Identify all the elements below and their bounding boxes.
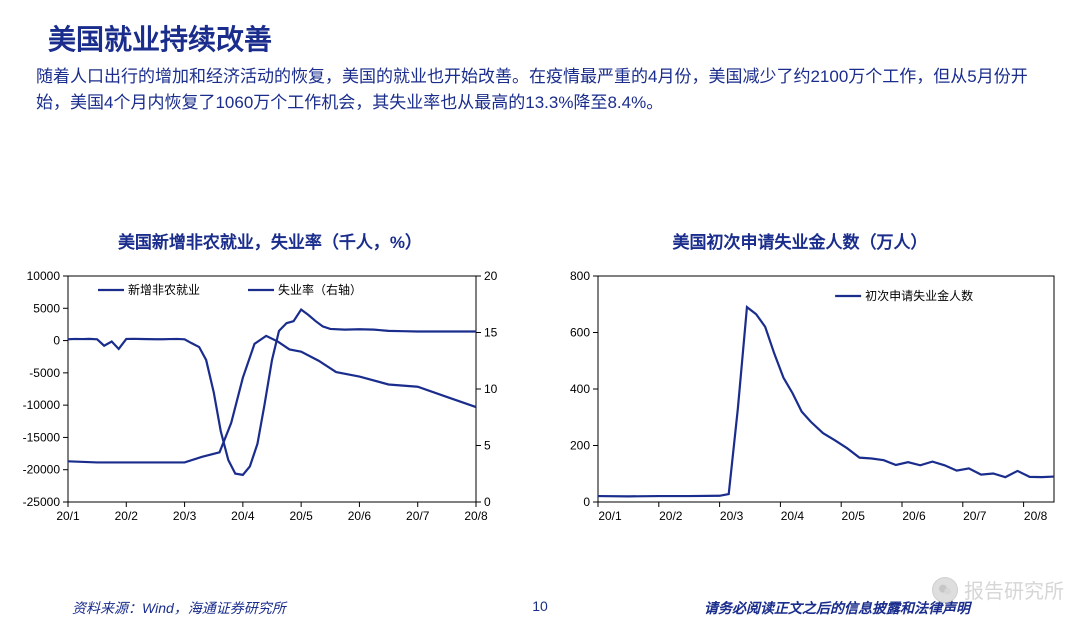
svg-text:20/1: 20/1 xyxy=(598,509,622,523)
svg-text:20/3: 20/3 xyxy=(720,509,744,523)
wechat-icon xyxy=(932,577,958,603)
body-paragraph: 随着人口出行的增加和经济活动的恢复，美国的就业也开始改善。在疫情最严重的4月份，… xyxy=(36,64,1044,115)
chart1-title: 美国新增非农就业，失业率（千人，%） xyxy=(70,228,470,253)
svg-text:10000: 10000 xyxy=(27,269,61,283)
svg-text:20/5: 20/5 xyxy=(289,509,313,523)
svg-text:-10000: -10000 xyxy=(23,398,61,412)
svg-text:-5000: -5000 xyxy=(29,366,60,380)
svg-text:20/6: 20/6 xyxy=(348,509,372,523)
svg-text:20/6: 20/6 xyxy=(902,509,926,523)
svg-text:15: 15 xyxy=(484,326,498,340)
svg-text:0: 0 xyxy=(583,495,590,509)
svg-text:20: 20 xyxy=(484,269,498,283)
svg-text:20/7: 20/7 xyxy=(406,509,430,523)
chart2: 0 200 400 600 800 20/1 20/2 20/3 20/4 20/5 20/6 20/… xyxy=(548,266,1068,536)
svg-text:5: 5 xyxy=(484,439,491,453)
svg-text:20/8: 20/8 xyxy=(1024,509,1048,523)
svg-text:初次申请失业金人数: 初次申请失业金人数 xyxy=(865,288,973,303)
svg-text:400: 400 xyxy=(570,382,590,396)
svg-text:-15000: -15000 xyxy=(23,430,61,444)
svg-text:20/5: 20/5 xyxy=(842,509,866,523)
svg-text:10: 10 xyxy=(484,382,498,396)
svg-text:20/2: 20/2 xyxy=(115,509,139,523)
svg-text:20/4: 20/4 xyxy=(231,509,255,523)
svg-text:200: 200 xyxy=(570,439,590,453)
svg-text:20/3: 20/3 xyxy=(173,509,197,523)
watermark-text: 报告研究所 xyxy=(964,575,1064,604)
svg-text:失业率（右轴）: 失业率（右轴） xyxy=(278,282,362,297)
svg-text:20/7: 20/7 xyxy=(963,509,987,523)
svg-text:600: 600 xyxy=(570,326,590,340)
charts-container: 美国新增非农就业，失业率（千人，%） 美国初次申请失业金人数（万人） -2500… xyxy=(0,228,1080,548)
svg-text:-20000: -20000 xyxy=(23,463,61,477)
svg-text:5000: 5000 xyxy=(33,301,60,315)
svg-text:0: 0 xyxy=(484,495,491,509)
svg-text:20/4: 20/4 xyxy=(781,509,805,523)
svg-text:新增非农就业: 新增非农就业 xyxy=(128,282,200,297)
watermark: 报告研究所 xyxy=(932,575,1064,604)
svg-text:-25000: -25000 xyxy=(23,495,61,509)
svg-text:20/2: 20/2 xyxy=(659,509,683,523)
svg-text:20/1: 20/1 xyxy=(56,509,80,523)
page-title: 美国就业持续改善 xyxy=(48,18,272,58)
footer-disclaimer: 请务必阅读正文之后的信息披露和法律声明 xyxy=(704,598,970,618)
chart1: -25000 -20000 -15000 -10000 -5000 0 5000 10000 0… xyxy=(10,266,520,536)
footer-page: 10 xyxy=(532,598,548,614)
svg-text:800: 800 xyxy=(570,269,590,283)
svg-text:0: 0 xyxy=(53,334,60,348)
footer-source: 资料来源：Wind，海通证券研究所 xyxy=(72,598,286,618)
svg-text:20/8: 20/8 xyxy=(464,509,488,523)
chart2-title: 美国初次申请失业金人数（万人） xyxy=(600,228,1000,253)
